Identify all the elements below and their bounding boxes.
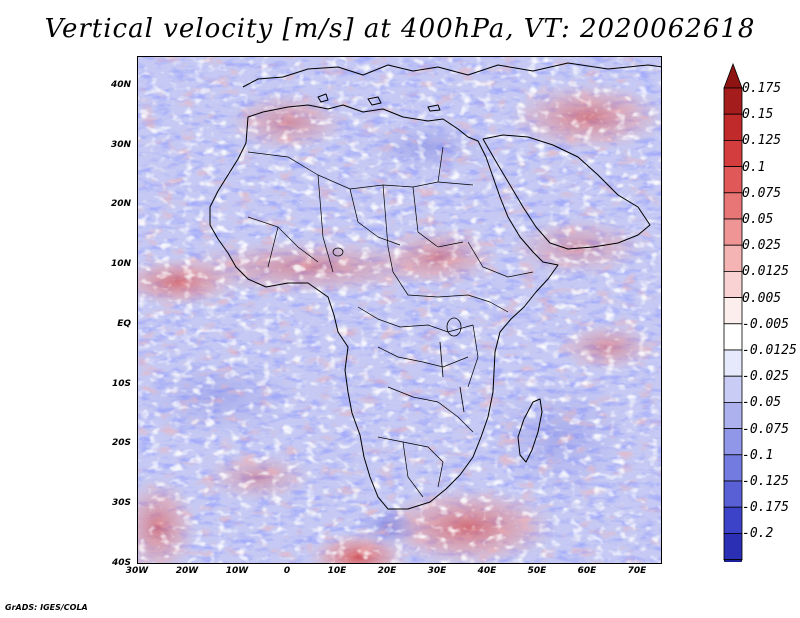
colorbar-level-label: 0.075 [742,185,782,201]
map-panel [137,56,662,564]
lon-tick-label: 20W [175,566,199,576]
lakes-outline [332,247,465,413]
colorbar-swatch [723,244,743,272]
madagascar-coastline [517,398,543,463]
colorbar [723,62,743,562]
lon-tick-label: 60E [577,566,597,576]
colorbar-level-label: 0.175 [742,81,782,96]
colorbar-swatch [723,297,743,325]
colorbar-swatch [723,192,743,220]
europe-coastline [242,62,661,88]
colorbar-swatch [723,87,743,115]
colorbar-level-label: -0.025 [742,369,789,385]
colorbar-swatch [723,401,743,429]
lon-tick-label: 30E [427,566,447,576]
country-borders [247,146,534,498]
coastline-outlines [209,62,661,510]
colorbar-level-label: 0.025 [742,238,782,254]
colorbar-level-label: -0.175 [742,500,789,516]
colorbar-swatch [723,349,743,377]
colorbar-level-label: -0.075 [742,421,789,437]
colorbar-swatch [723,506,743,534]
colorbar-level-label: -0.0125 [742,343,797,358]
colorbar-swatch [723,218,743,246]
colorbar-level-label: 0.005 [742,290,782,306]
colorbar-swatch [723,113,743,141]
lat-tick-label: 40S [111,558,131,568]
lat-tick-label: 30S [111,498,131,509]
colorbar-level-label: 0.0125 [742,264,789,280]
lat-tick-label: 20S [111,438,131,449]
colorbar-level-label: -0.005 [742,316,789,332]
lon-tick-label: 10E [327,566,347,576]
colorbar-level-label: 0.05 [742,212,774,227]
lat-tick-label: EQ [117,318,131,329]
map-title: Vertical velocity [m/s] at 400hPa, VT: 2… [44,14,756,44]
lat-tick-label: 20N [110,199,131,210]
colorbar-bottom-cap [723,559,743,562]
colorbar-swatch [723,480,743,508]
colorbar-level-label: -0.125 [742,474,789,489]
lon-tick-label: 10W [225,566,249,576]
colorbar-swatch [723,140,743,168]
africa-coastline [209,104,559,510]
colorbar-swatch [723,375,743,403]
lon-tick-label: 20E [377,566,397,576]
lon-tick-label: 40E [477,566,497,576]
mediterranean-islands [317,93,441,112]
lon-tick-label: 30W [125,566,149,576]
colorbar-level-label: -0.05 [742,395,782,411]
colorbar-top-cap [723,62,743,89]
lon-tick-label: 0 [283,566,291,576]
arabia-coastline [482,134,651,250]
colorbar-level-label: 0.15 [742,107,774,123]
colorbar-level-label: 0.1 [742,159,766,175]
colorbar-level-label: 0.125 [742,133,782,149]
grads-credit: GrADS: IGES/COLA [5,603,88,612]
lat-tick-label: 30N [110,139,131,150]
lon-tick-label: 70E [627,566,647,576]
colorbar-level-label: -0.2 [742,526,774,542]
lon-tick-label: 50E [527,566,547,576]
colorbar-swatch [723,270,743,298]
lat-tick-label: 10N [110,259,131,270]
vertical-velocity-field [138,57,661,563]
colorbar-swatch [723,323,743,351]
colorbar-swatch [723,454,743,482]
colorbar-swatch [723,532,743,560]
lat-tick-label: 40N [110,79,131,90]
colorbar-level-label: -0.1 [742,447,774,463]
colorbar-swatch [723,166,743,194]
colorbar-swatch [723,428,743,456]
lat-tick-label: 10S [111,378,131,389]
